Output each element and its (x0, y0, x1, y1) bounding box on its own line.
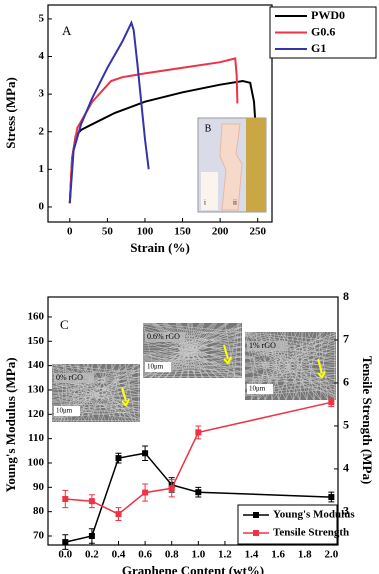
x-axis-label: Strain (%) (130, 240, 190, 255)
x-tick-label: 1.2 (218, 549, 232, 561)
scale-label: 10μm (249, 385, 266, 393)
legend-box (237, 504, 338, 545)
photo-ruler (246, 118, 266, 212)
x-tick-label: 1.6 (271, 549, 285, 561)
x-tick-label: 150 (174, 226, 191, 238)
y-tick-label: 0 (39, 200, 45, 212)
y2-tick-label: 3 (343, 504, 349, 518)
sem-fibers (51, 363, 141, 423)
label-bg (247, 341, 287, 351)
x-tick-label: 100 (137, 226, 154, 238)
data-point (62, 539, 69, 546)
y-tick-label: 160 (28, 310, 45, 322)
series-line (68, 19, 150, 204)
x-tick-label: 0 (67, 226, 73, 238)
inset-label: 0.6% rGO (147, 332, 180, 341)
legend-label: Tensile Strength (273, 527, 349, 539)
x-tick-label: 1.0 (191, 549, 205, 561)
series-line (68, 57, 239, 204)
data-point (115, 511, 122, 518)
x-tick-label: 1.4 (245, 549, 259, 561)
sample-ii (219, 123, 243, 211)
arrow (317, 358, 326, 379)
inset-label: i (204, 199, 206, 207)
y2-tick-label: 6 (343, 375, 349, 389)
y-tick-label: 4 (39, 50, 45, 62)
data-point (328, 399, 335, 406)
y-tick-label: 70 (33, 530, 45, 542)
x-tick-label: 50 (102, 226, 114, 238)
label-bg (54, 373, 94, 383)
y-tick-label: 150 (28, 335, 45, 347)
x-tick-label: 0.4 (112, 549, 126, 561)
x-tick-label: 1.8 (298, 549, 312, 561)
label-bg (54, 406, 80, 416)
inset-label: 0% rGO (56, 373, 83, 382)
y-tick-label: 3 (39, 88, 45, 100)
y2-tick-label: 8 (343, 289, 349, 303)
x-tick-label: 2.0 (324, 549, 338, 561)
x-tick-label: 0.2 (85, 549, 99, 561)
data-point (195, 429, 202, 436)
legend-label: Young's Modulus (273, 509, 355, 521)
data-point (88, 498, 95, 505)
panel-label: A (62, 23, 72, 38)
y-tick-label: 140 (28, 359, 45, 371)
y-tick-label: 110 (28, 432, 44, 444)
y-tick-label: 90 (33, 481, 45, 493)
arrow (121, 386, 130, 407)
y2-tick-label: 4 (343, 461, 349, 475)
legend-label: PWD0 (311, 8, 345, 22)
y-tick-label: 1 (39, 163, 45, 175)
legend-label: G1 (311, 41, 326, 55)
x-tick-label: 200 (212, 226, 229, 238)
x-tick-label: 0.6 (138, 549, 152, 561)
y-axis-label: Stress (MPa) (3, 77, 18, 149)
sem-insets: 0% rGO 10μm 0.6% rGO 10μm 1% rGO 10μm (51, 322, 337, 423)
y-tick-label: 80 (33, 505, 45, 517)
y-tick-label: 2 (39, 125, 45, 137)
legend-marker (253, 530, 259, 536)
data-point (168, 485, 175, 492)
x-tick-label: 0.8 (165, 549, 179, 561)
legend-label: G0.6 (311, 24, 335, 38)
data-point (195, 489, 202, 496)
sem-fibers (244, 331, 337, 401)
x-tick-label: 0.0 (58, 549, 72, 561)
data-point (328, 494, 335, 501)
data-point (115, 455, 122, 462)
sample-i (201, 172, 218, 210)
y2-tick-label: 7 (343, 332, 349, 346)
scale-label: 10μm (147, 363, 164, 371)
data-point (62, 496, 69, 503)
data-point (142, 489, 149, 496)
arrow (223, 344, 232, 365)
scale-label: 10μm (56, 407, 73, 415)
data-point (142, 450, 149, 457)
x-axis-label: Graphene Content (wt%) (122, 563, 264, 574)
inset-label: 1% rGO (249, 341, 276, 350)
y-tick-label: 130 (28, 384, 45, 396)
y2-axis-label: Tensile Strength (MPa) (360, 356, 375, 485)
x-tick-label: 250 (249, 226, 266, 238)
inset-label: B (205, 123, 212, 134)
y-tick-label: 100 (28, 457, 45, 469)
y2-tick-label: 5 (343, 418, 349, 432)
panel-label: C (60, 317, 69, 332)
label-bg (145, 362, 171, 372)
inset-label: ii (233, 199, 237, 207)
legend-marker (253, 512, 259, 518)
label-bg (247, 384, 273, 394)
sem-fibers (142, 322, 243, 379)
y-tick-label: 120 (28, 408, 45, 420)
label-bg (145, 332, 185, 342)
plot-frame (47, 296, 339, 546)
data-point (88, 532, 95, 539)
y-axis-label: Young's Modulus (MPa) (3, 357, 18, 492)
y-tick-label: 5 (39, 12, 45, 24)
plot-frame (47, 4, 273, 223)
